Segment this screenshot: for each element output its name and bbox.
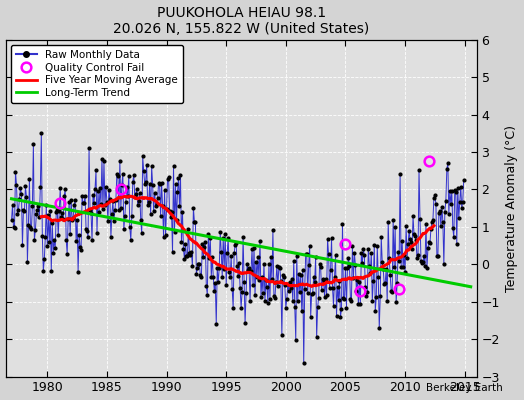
Y-axis label: Temperature Anomaly (°C): Temperature Anomaly (°C): [506, 125, 518, 292]
Text: Berkeley Earth: Berkeley Earth: [427, 383, 503, 393]
Title: PUUKOHOLA HEIAU 98.1
20.026 N, 155.822 W (United States): PUUKOHOLA HEIAU 98.1 20.026 N, 155.822 W…: [113, 6, 369, 36]
Legend: Raw Monthly Data, Quality Control Fail, Five Year Moving Average, Long-Term Tren: Raw Monthly Data, Quality Control Fail, …: [11, 45, 183, 103]
